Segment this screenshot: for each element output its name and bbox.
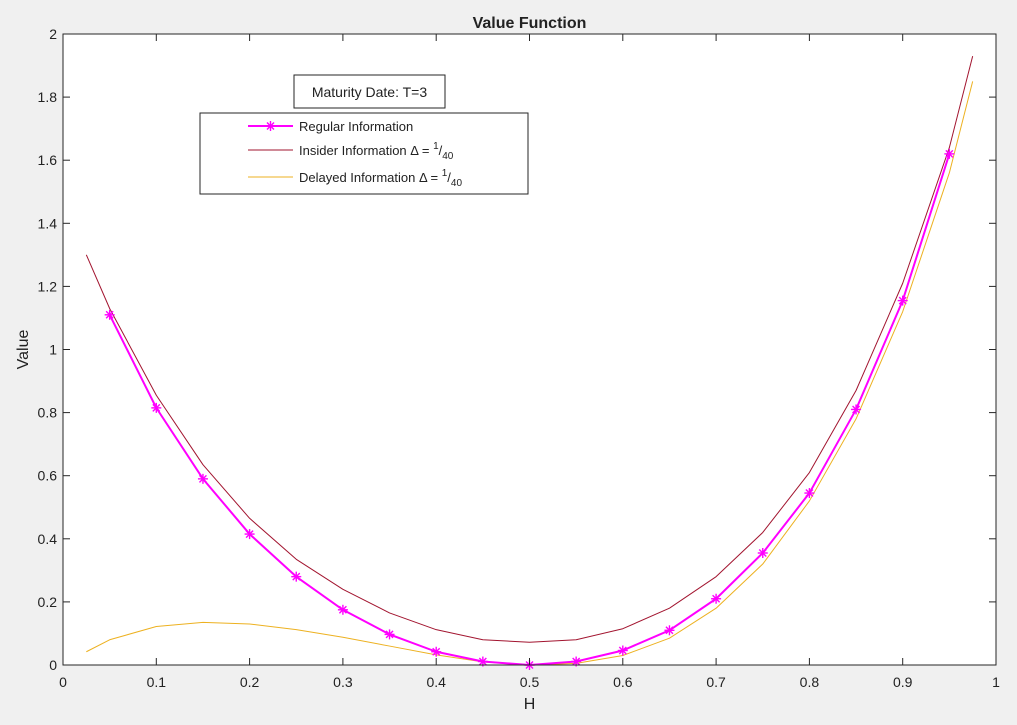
data-point-marker — [104, 309, 115, 320]
y-tick-label: 0 — [49, 657, 57, 673]
x-tick-label: 0.7 — [706, 674, 726, 690]
data-point-marker — [197, 473, 208, 484]
x-axis-label: H — [524, 696, 536, 713]
annotation-box: Maturity Date: T=3 — [293, 74, 446, 109]
axis-ticks: 0 0.1 0.2 0.3 0.4 0.5 0.6 0.7 0.8 0.9 1 0 0.2 0.4 0.6 0… — [38, 26, 1001, 690]
legend: Regular Information Insider Information Δ… — [199, 112, 529, 195]
y-tick-label: 1.6 — [38, 152, 58, 168]
y-tick-label: 1 — [49, 342, 57, 358]
legend-label: Delayed Information Δ = 1/40 — [299, 168, 462, 189]
legend-entry: Insider Information Δ = 1/40 — [248, 141, 454, 162]
x-tick-label: 0.9 — [893, 674, 913, 690]
data-point-marker — [291, 571, 302, 582]
x-tick-label: 0.6 — [613, 674, 633, 690]
data-point-marker — [897, 295, 908, 306]
data-point-marker — [431, 646, 442, 657]
legend-entry: Delayed Information Δ = 1/40 — [248, 168, 462, 189]
x-tick-label: 1 — [992, 674, 1000, 690]
data-point-marker — [664, 625, 675, 636]
data-point-marker — [944, 148, 955, 159]
y-tick-label: 2 — [49, 26, 57, 42]
data-point-marker — [244, 529, 255, 540]
x-tick-label: 0.5 — [520, 674, 540, 690]
series-line-1 — [85, 55, 974, 643]
axes-box — [62, 33, 997, 666]
y-axis-label: Value — [15, 330, 32, 370]
chart-title: Value Function — [473, 15, 587, 32]
y-tick-label: 1.2 — [38, 278, 58, 294]
x-tick-label: 0 — [59, 674, 67, 690]
data-point-marker — [617, 645, 628, 656]
y-tick-label: 0.4 — [38, 531, 58, 547]
x-tick-label: 0.8 — [800, 674, 820, 690]
y-tick-label: 0.6 — [38, 468, 58, 484]
data-point-marker — [851, 404, 862, 415]
y-tick-label: 1.8 — [38, 89, 58, 105]
x-tick-label: 0.1 — [147, 674, 167, 690]
y-tick-label: 0.8 — [38, 405, 58, 421]
data-point-marker — [711, 593, 722, 604]
legend-label: Insider Information Δ = 1/40 — [299, 141, 454, 162]
x-tick-label: 0.4 — [426, 674, 446, 690]
annotation-text: Maturity Date: T=3 — [312, 84, 428, 100]
data-point-marker — [337, 604, 348, 615]
legend-label: Regular Information — [299, 119, 413, 134]
data-point-marker — [804, 488, 815, 499]
data-point-marker — [151, 402, 162, 413]
x-tick-label: 0.2 — [240, 674, 260, 690]
data-point-marker — [384, 629, 395, 640]
y-tick-label: 1.4 — [38, 215, 58, 231]
legend-marker — [265, 121, 276, 131]
legend-entry: Regular Information — [248, 119, 413, 134]
x-tick-label: 0.3 — [333, 674, 353, 690]
data-point-marker — [757, 547, 768, 558]
y-tick-label: 0.2 — [38, 594, 58, 610]
